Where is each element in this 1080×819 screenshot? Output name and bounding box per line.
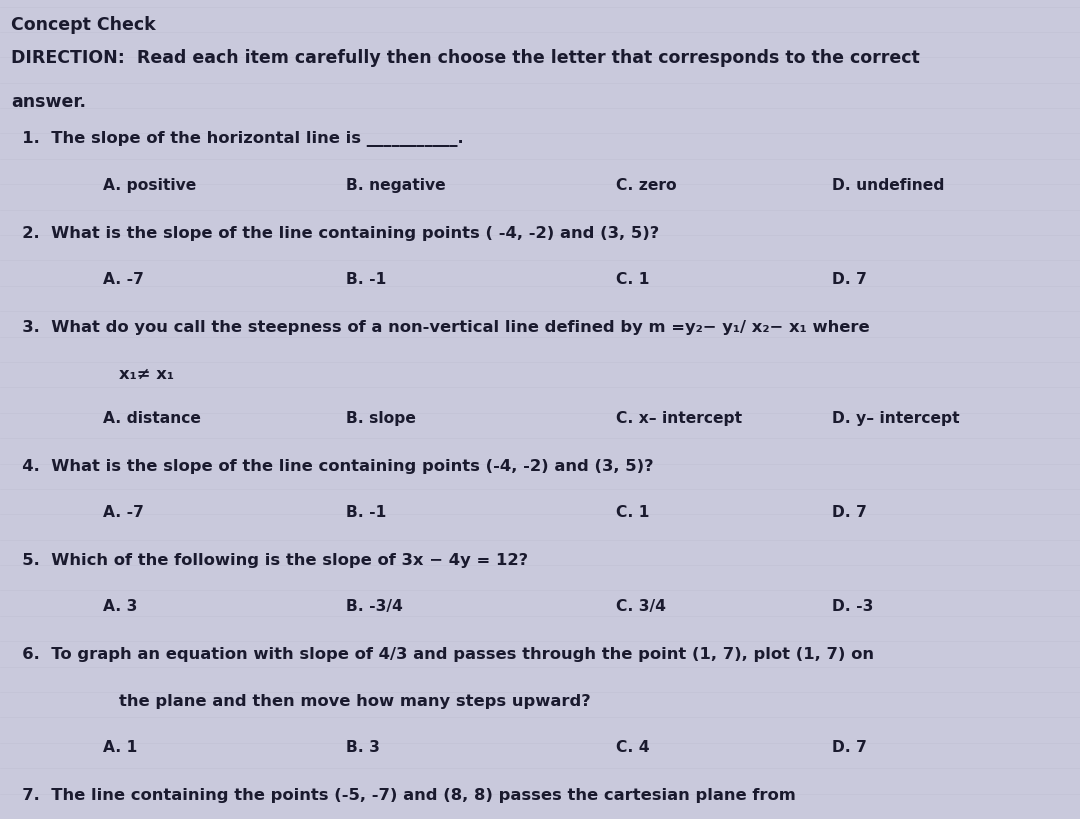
- Text: 4.  What is the slope of the line containing points (-4, -2) and (3, 5)?: 4. What is the slope of the line contain…: [5, 459, 654, 473]
- Text: Concept Check: Concept Check: [11, 16, 156, 34]
- Text: D. 7: D. 7: [832, 272, 866, 287]
- Text: 7.  The line containing the points (-5, -7) and (8, 8) passes the cartesian plan: 7. The line containing the points (-5, -…: [5, 788, 796, 803]
- Text: B. slope: B. slope: [346, 410, 416, 426]
- Text: B. -1: B. -1: [346, 505, 386, 520]
- Text: A. positive: A. positive: [103, 178, 195, 192]
- Text: A. 1: A. 1: [103, 740, 137, 755]
- Text: C. 4: C. 4: [616, 740, 649, 755]
- Text: x₁≠ x₁: x₁≠ x₁: [119, 367, 174, 382]
- Text: D. y– intercept: D. y– intercept: [832, 410, 959, 426]
- Text: C. 1: C. 1: [616, 505, 649, 520]
- Text: A. distance: A. distance: [103, 410, 201, 426]
- Text: A. 3: A. 3: [103, 600, 137, 614]
- Text: C. zero: C. zero: [616, 178, 676, 192]
- Text: 2.  What is the slope of the line containing points ( -4, -2) and (3, 5)?: 2. What is the slope of the line contain…: [5, 226, 660, 241]
- Text: B. 3: B. 3: [346, 740, 379, 755]
- Text: D. -3: D. -3: [832, 600, 873, 614]
- Text: 1.  The slope of the horizontal line is ___________.: 1. The slope of the horizontal line is _…: [5, 131, 464, 147]
- Text: C. x– intercept: C. x– intercept: [616, 410, 742, 426]
- Text: answer.: answer.: [11, 93, 85, 111]
- Text: 3.  What do you call the steepness of a non-vertical line defined by m =y₂− y₁/ : 3. What do you call the steepness of a n…: [5, 320, 870, 335]
- Text: D. 7: D. 7: [832, 505, 866, 520]
- Text: B. negative: B. negative: [346, 178, 445, 192]
- Text: C. 3/4: C. 3/4: [616, 600, 665, 614]
- Text: A. -7: A. -7: [103, 272, 144, 287]
- Text: DIRECTION:  Read each item carefully then choose the letter that corresponds to : DIRECTION: Read each item carefully then…: [11, 49, 919, 67]
- Text: B. -1: B. -1: [346, 272, 386, 287]
- Text: A. -7: A. -7: [103, 505, 144, 520]
- Text: 5.  Which of the following is the slope of 3x − 4y = 12?: 5. Which of the following is the slope o…: [5, 553, 528, 568]
- Text: D. undefined: D. undefined: [832, 178, 944, 192]
- Text: the plane and then move how many steps upward?: the plane and then move how many steps u…: [119, 694, 591, 708]
- Text: B. -3/4: B. -3/4: [346, 600, 403, 614]
- Text: C. 1: C. 1: [616, 272, 649, 287]
- Text: D. 7: D. 7: [832, 740, 866, 755]
- Text: 6.  To graph an equation with slope of 4/3 and passes through the point (1, 7), : 6. To graph an equation with slope of 4/…: [5, 647, 875, 663]
